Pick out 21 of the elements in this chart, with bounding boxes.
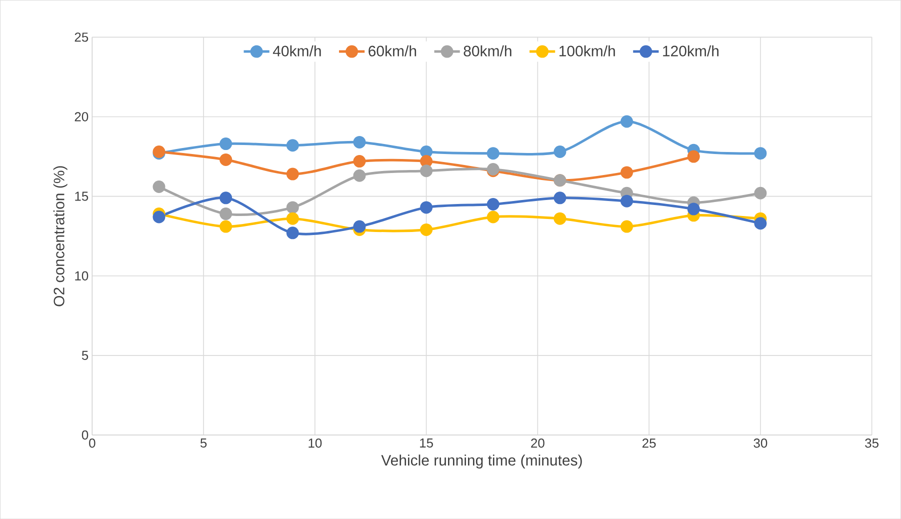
x-tick-label: 30 (754, 438, 768, 448)
x-tick-label: 5 (200, 438, 207, 448)
y-axis-title: O2 concentration (%) (53, 166, 68, 306)
x-tick-label: 35 (865, 438, 878, 448)
y-tick-label: 20 (74, 112, 88, 122)
x-tick-label: 0 (89, 438, 96, 448)
legend-label: 60km/h (368, 45, 416, 56)
legend-label: 120km/h (663, 45, 718, 56)
x-axis-title: Vehicle running time (minutes) (381, 454, 582, 468)
x-tick-label: 15 (420, 438, 433, 448)
y-tick-label: 0 (82, 430, 88, 440)
x-tick-label: 25 (642, 438, 656, 448)
y-tick-label: 10 (75, 271, 88, 280)
legend-label: 80km/h (464, 45, 512, 56)
y-tick-label: 5 (82, 350, 88, 360)
y-tick-label: 25 (74, 32, 88, 42)
legend-label: 100km/h (560, 45, 615, 56)
legend-label: 40km/h (272, 45, 321, 56)
x-tick-label: 10 (308, 438, 322, 448)
y-tick-label: 15 (75, 192, 88, 201)
x-tick-label: 20 (531, 438, 544, 448)
